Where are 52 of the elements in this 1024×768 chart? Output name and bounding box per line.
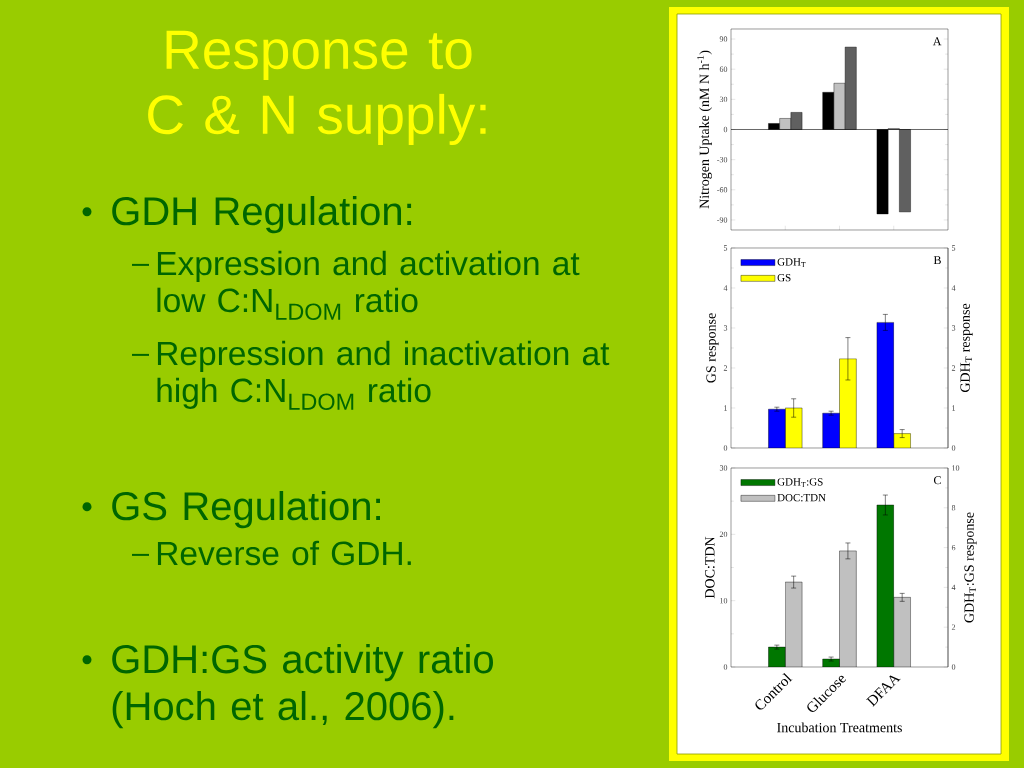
y2-tick-label: 0	[951, 664, 956, 670]
y2-tick-label: 6	[951, 544, 956, 551]
y-tick-label: -30	[717, 156, 728, 163]
y-tick-label: 2	[723, 365, 728, 371]
annotation: A	[932, 37, 942, 46]
annotation: C	[933, 476, 941, 485]
y-tick-label: 4	[723, 285, 728, 291]
y-tick-label: 20	[719, 531, 728, 538]
y-tick-label: 30	[719, 96, 728, 103]
y-tick-label: 90	[719, 36, 728, 42]
y-tick-label: 0	[723, 126, 728, 133]
y-tick-label: 0	[723, 445, 728, 451]
bar	[876, 322, 894, 448]
y2-tick-label: 4	[951, 285, 956, 291]
legend-label: GS	[777, 273, 791, 282]
y-tick-label: 30	[719, 465, 728, 471]
y2-tick-label: 5	[952, 245, 956, 251]
y2-tick-label: 4	[951, 584, 956, 591]
y-tick-label: 0	[723, 664, 728, 670]
legend-label: GDH$_{T}$:GS	[777, 478, 823, 488]
y2-tick-label: 2	[951, 365, 956, 371]
bar	[876, 504, 894, 667]
bar	[768, 646, 786, 667]
y-tick-label: -90	[717, 217, 728, 223]
text: Reverse of GDH.	[157, 540, 411, 566]
y2-axis-title: GDH$_{T}$:GS response	[964, 512, 977, 623]
y-tick-label: -60	[717, 187, 728, 193]
y2-tick-label: 2	[951, 624, 956, 630]
y-tick-label: 1	[724, 405, 727, 411]
text: GS Regulation:	[112, 491, 380, 529]
y-tick-label: 3	[723, 325, 728, 331]
legend-label: DOC:TDN	[777, 493, 826, 502]
x-axis-title: Incubation Treatments	[777, 722, 902, 733]
y-axis-title: Nitrogen Uptake (nM N h$^{-1}$)	[697, 50, 712, 209]
text: GDH Regulation:	[112, 195, 412, 234]
y-tick-label: 10	[720, 597, 728, 604]
y-tick-label: 60	[719, 66, 728, 72]
text: GDH:GS activity ratio (Hoch et al., 2006).	[112, 644, 494, 729]
y2-axis-title: GDH$_{T}$ response	[960, 303, 973, 393]
y2-tick-label: 0	[951, 445, 956, 451]
y2-tick-label: 3	[951, 325, 956, 331]
text: Repression and inactivation at high C:N$_{LDOM}$ ratio	[157, 340, 610, 411]
text: Response to C & N supply:	[148, 30, 486, 146]
y-tick-label: 5	[723, 245, 728, 251]
text: Expression and activation at low C:N$_{LDOM}$ ratio	[157, 250, 580, 321]
y2-tick-label: 1	[952, 405, 956, 411]
legend-label: GDH$_{T}$	[777, 258, 806, 268]
annotation: B	[933, 256, 941, 265]
y-axis-title: GS response	[706, 313, 719, 383]
y-axis-title: DOC:TDN	[705, 536, 715, 599]
y2-tick-label: 10	[952, 465, 960, 471]
y2-tick-label: 8	[951, 505, 956, 511]
